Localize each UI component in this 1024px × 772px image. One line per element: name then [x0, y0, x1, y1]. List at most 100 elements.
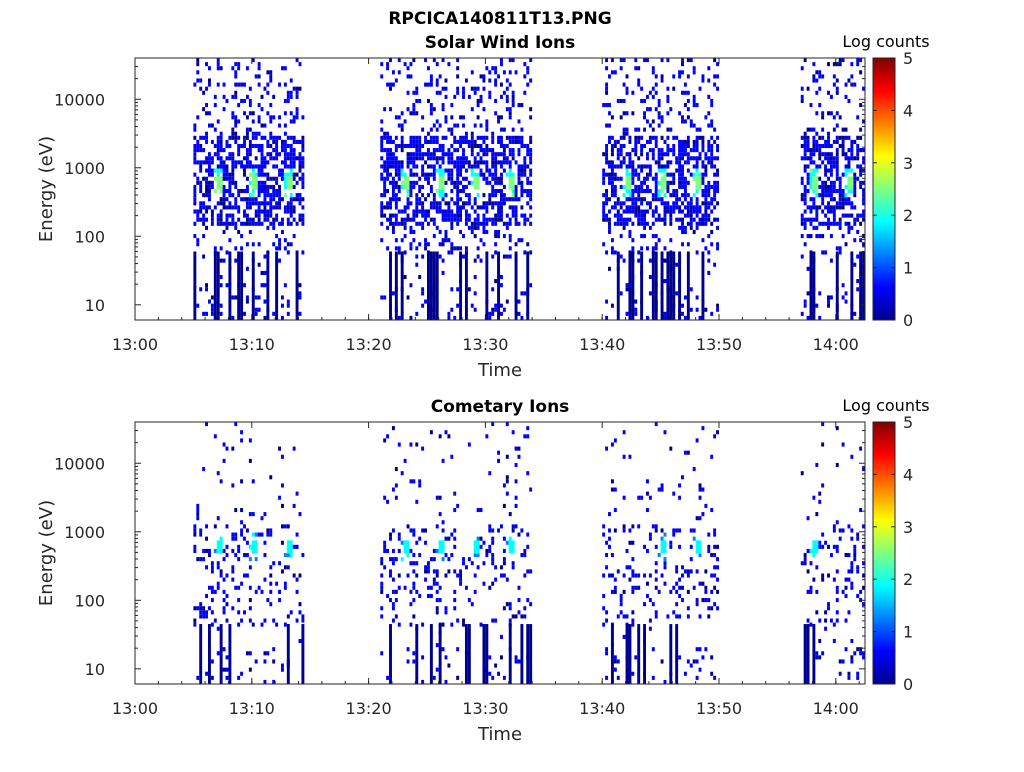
heatmap-cell — [669, 193, 673, 198]
heatmap-cell — [847, 189, 851, 194]
heatmap-cell — [628, 234, 632, 239]
heatmap-cell — [389, 82, 392, 87]
heatmap-cell — [648, 536, 652, 541]
heatmap-cell — [208, 164, 211, 169]
x-tick-label: 13:50 — [696, 335, 742, 354]
heatmap-cell — [529, 160, 533, 165]
heatmap-cell — [634, 307, 638, 312]
heatmap-cell — [421, 156, 425, 161]
heatmap-cell — [847, 201, 851, 206]
heatmap-cell — [710, 671, 714, 676]
heatmap-cell — [473, 291, 477, 296]
heatmap-cell — [216, 626, 220, 631]
heatmap-cell — [488, 524, 492, 529]
heatmap-cell — [240, 197, 244, 202]
x-tick-label: 13:00 — [112, 699, 158, 718]
heatmap-cell — [806, 189, 810, 194]
heatmap-cell — [257, 262, 261, 267]
heatmap-cell — [713, 164, 717, 169]
heatmap-cell — [389, 573, 392, 578]
heatmap-cell — [295, 172, 299, 177]
heatmap-cell — [631, 618, 635, 623]
heatmap-cell — [257, 213, 261, 218]
heatmap-cell — [231, 180, 235, 185]
heatmap-cell — [695, 148, 699, 153]
heatmap-cell — [844, 193, 848, 198]
heatmap-cell — [517, 152, 521, 157]
heatmap-cell — [835, 156, 839, 161]
heatmap-cell — [202, 614, 206, 619]
heatmap-cell — [628, 565, 632, 570]
heatmap-cell — [421, 193, 425, 198]
heatmap-cell — [380, 135, 384, 140]
heatmap-cell — [815, 168, 819, 173]
heatmap-cell — [260, 135, 264, 140]
heatmap-cell — [394, 197, 398, 202]
heatmap-cell — [838, 217, 842, 222]
heatmap-cell — [695, 103, 699, 108]
heatmap-cell — [701, 164, 705, 169]
heatmap-cell — [494, 78, 498, 83]
heatmap-cell — [666, 205, 670, 210]
heatmap-cell — [272, 139, 276, 144]
heatmap-cell — [856, 213, 860, 218]
heatmap-cell — [526, 532, 530, 537]
heatmap-cell — [523, 160, 527, 165]
heatmap-cell — [666, 164, 670, 169]
heatmap-cell — [634, 311, 638, 316]
heatmap-cell — [234, 123, 238, 128]
heatmap-cell — [608, 164, 611, 169]
heatmap-cell — [622, 135, 626, 140]
heatmap-cell — [213, 127, 217, 132]
heatmap-cell — [654, 251, 658, 320]
heatmap-cell — [286, 311, 290, 316]
heatmap-cell — [491, 221, 495, 226]
heatmap-cell — [628, 454, 632, 459]
heatmap-cell — [520, 139, 524, 144]
heatmap-cell — [616, 156, 620, 161]
heatmap-cell — [418, 184, 422, 189]
heatmap-cell — [832, 189, 836, 194]
heatmap-cell — [847, 160, 851, 165]
heatmap-cell — [657, 164, 661, 169]
heatmap-cell — [812, 143, 816, 149]
heatmap-cell — [862, 561, 865, 566]
heatmap-cell — [286, 152, 290, 157]
heatmap-cell — [803, 201, 807, 206]
heatmap-cell — [415, 201, 419, 206]
heatmap-cell — [713, 156, 717, 161]
heatmap-cell — [803, 561, 807, 566]
heatmap-cell — [386, 205, 390, 210]
heatmap-cell — [210, 295, 214, 300]
heatmap-cell — [654, 610, 658, 615]
heatmap-cell — [263, 512, 267, 517]
heatmap-cell — [853, 262, 857, 267]
heatmap-cell — [269, 176, 273, 181]
heatmap-cell — [683, 139, 687, 144]
heatmap-cell — [412, 139, 416, 144]
heatmap-cell — [704, 193, 708, 198]
heatmap-cell — [412, 90, 416, 95]
heatmap-cell — [257, 66, 261, 71]
heatmap-cell — [453, 148, 457, 153]
heatmap-cell — [432, 205, 436, 210]
heatmap-cell — [389, 160, 392, 165]
heatmap-cell — [605, 618, 609, 623]
heatmap-cell — [459, 217, 463, 222]
heatmap-cell — [806, 266, 810, 271]
x-tick-label: 13:30 — [462, 335, 508, 354]
heatmap-cell — [199, 217, 203, 222]
heatmap-cell — [602, 205, 606, 210]
heatmap-cell — [453, 246, 457, 251]
heatmap-cell — [856, 647, 860, 652]
heatmap-cell — [216, 581, 220, 586]
heatmap-cell — [666, 86, 670, 91]
heatmap-cell — [827, 217, 830, 222]
heatmap-cell — [835, 569, 839, 574]
heatmap-cell — [689, 544, 693, 549]
heatmap-cell — [523, 217, 527, 222]
heatmap-cell — [225, 524, 229, 529]
heatmap-cell — [841, 283, 845, 288]
heatmap-cell — [432, 135, 436, 140]
heatmap-cell — [421, 205, 425, 210]
